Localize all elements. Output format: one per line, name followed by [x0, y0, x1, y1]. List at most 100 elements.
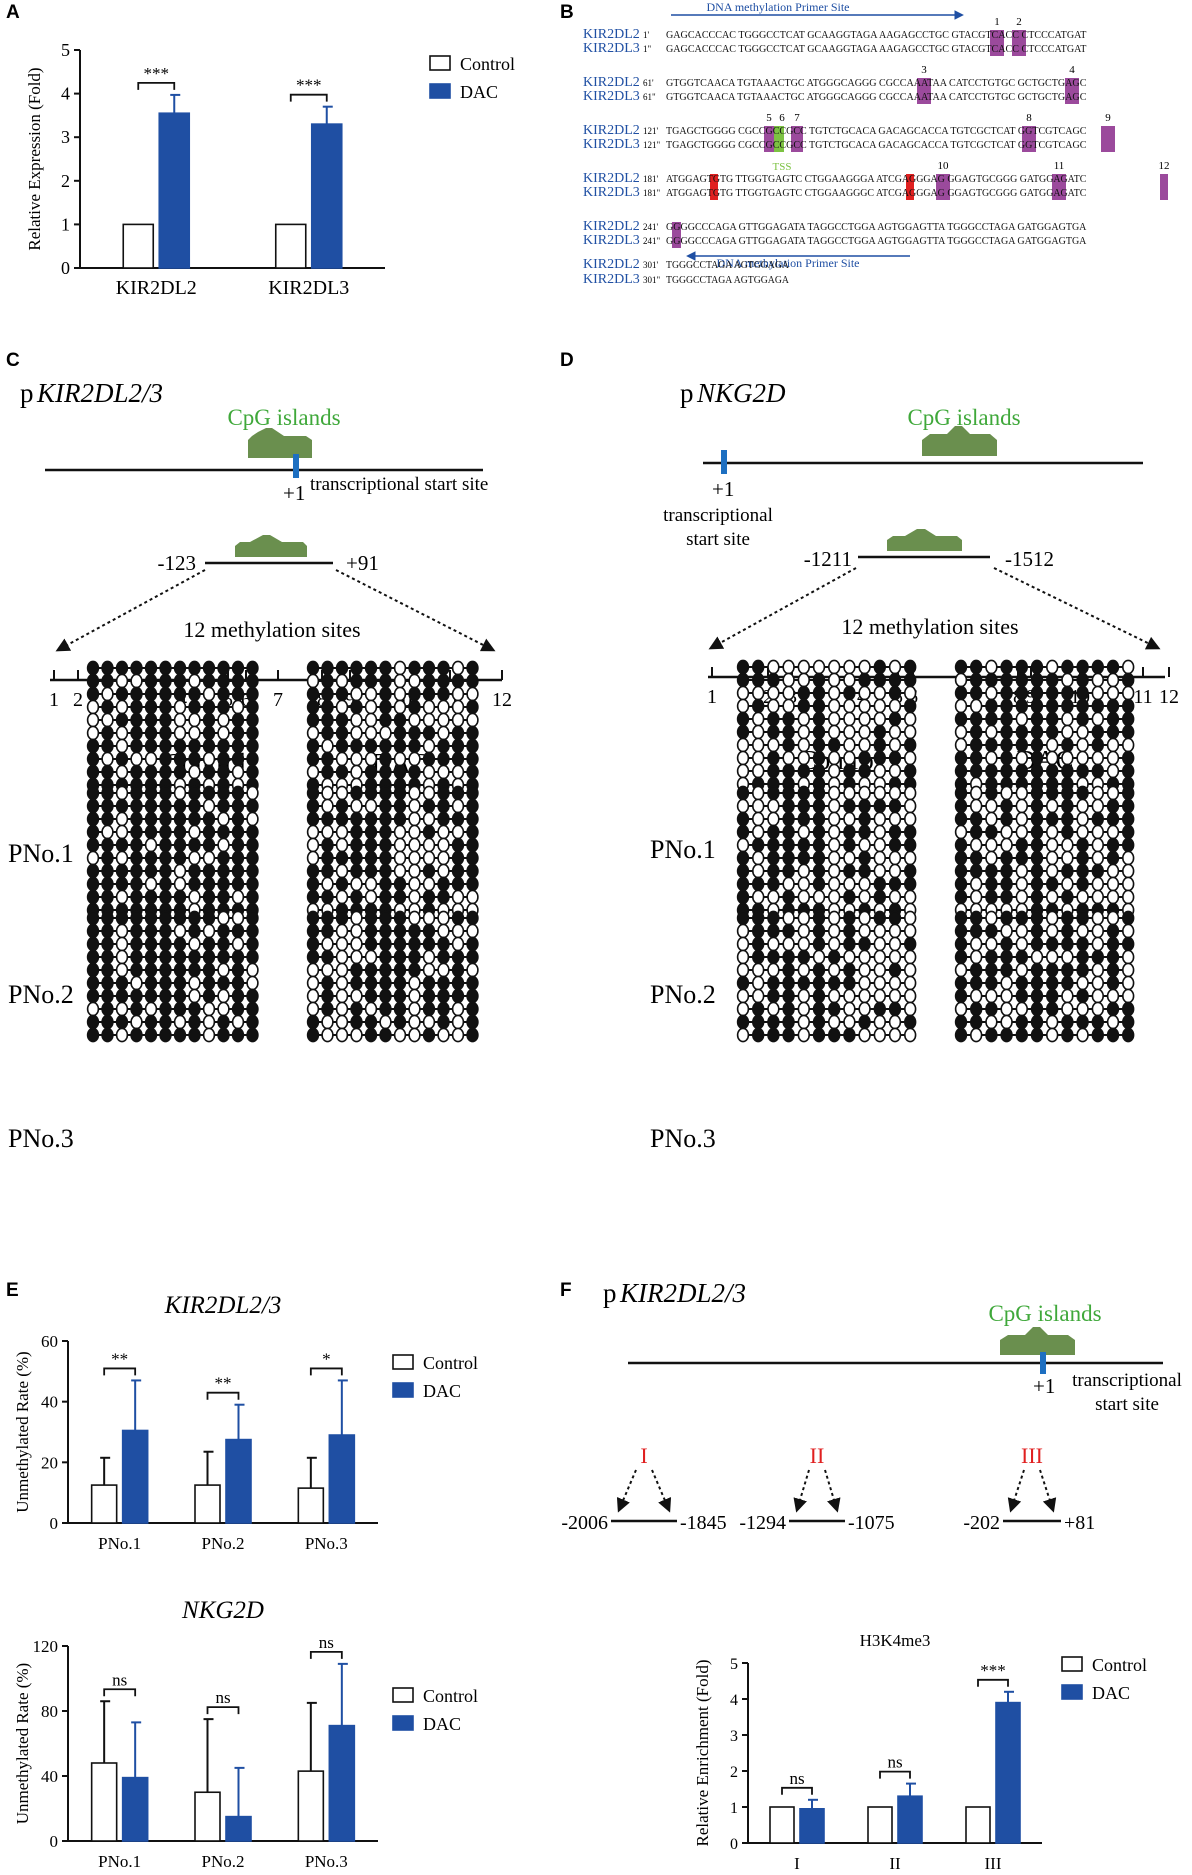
d-control-p3-unmethylated-site	[888, 1027, 902, 1043]
c-dac-p1-unmethylated-site	[364, 725, 378, 741]
y-tick-label: 40	[41, 1767, 58, 1786]
c-control-p3-methylated-site	[188, 1001, 201, 1017]
c-control-p3-methylated-site	[173, 962, 187, 978]
d-control-p2-methylated-site	[736, 863, 750, 879]
d-control-p1-unmethylated-site	[873, 711, 886, 727]
d-control-p3-unmethylated-site	[797, 910, 810, 926]
c-dac-p3-methylated-site	[466, 975, 479, 991]
c-control-p2-unmethylated-site	[188, 850, 201, 866]
panel-c-patient-1: PNo.1	[8, 839, 74, 868]
d-dac-p3-methylated-site	[1061, 936, 1074, 952]
c-dac-p1-unmethylated-site	[393, 660, 407, 676]
d-dac-p1-unmethylated-site	[1061, 711, 1074, 727]
d-dac-p2-methylated-site	[954, 889, 968, 905]
c-control-p1-methylated-site	[231, 738, 245, 754]
y-axis-label: Unmethylated Rate (%)	[13, 1351, 32, 1512]
nkg2d-promoter-panel: p NKG2D CpG islands +1 transcriptional s…	[650, 378, 1179, 1153]
c-dac-p2-methylated-site	[350, 850, 363, 866]
d-control-p2-methylated-site	[782, 824, 795, 840]
d-control-p2-unmethylated-site	[903, 811, 917, 827]
d-dac-p2-methylated-site	[1061, 863, 1074, 879]
c-dac-p2-methylated-site	[364, 850, 378, 866]
c-dac-p3-unmethylated-site	[335, 936, 349, 952]
d-control-p2-methylated-site	[797, 837, 810, 853]
c-control-p2-methylated-site	[173, 889, 187, 905]
y-tick-label: 5	[730, 1656, 738, 1673]
legend-label-control: Control	[423, 1353, 478, 1373]
d-control-p1-unmethylated-site	[843, 724, 856, 740]
d-dac-p2-unmethylated-site	[1045, 889, 1059, 905]
c-control-p1-methylated-site	[86, 673, 100, 689]
d-control-p2-methylated-site	[797, 850, 810, 866]
d-dac-p2-methylated-site	[985, 876, 998, 892]
d-control-p2-unmethylated-site	[767, 811, 780, 827]
c-control-p1-methylated-site	[101, 738, 114, 754]
d-control-p2-unmethylated-site	[797, 889, 810, 905]
d-control-p2-unmethylated-site	[767, 798, 780, 814]
c-control-p3-methylated-site	[101, 1014, 114, 1030]
c-control-p1-unmethylated-site	[188, 712, 201, 728]
c-dac-p3-unmethylated-site	[321, 962, 334, 978]
c-control-p3-methylated-site	[188, 962, 201, 978]
c-dac-p3-methylated-site	[408, 949, 421, 965]
c-control-p2-methylated-site	[101, 850, 114, 866]
c-dac-p2-unmethylated-site	[408, 876, 421, 892]
region-arrow-right	[824, 1469, 841, 1513]
c-control-p1-methylated-site	[202, 764, 216, 780]
c-dac-p3-methylated-site	[422, 923, 436, 939]
c-dac-p2-unmethylated-site	[321, 798, 334, 814]
c-dac-p2-methylated-site	[393, 785, 407, 801]
panel-f-tss-label-1: transcriptional	[1072, 1370, 1182, 1391]
c-control-p3-unmethylated-site	[202, 1001, 216, 1017]
c-control-p1-unmethylated-site	[86, 725, 100, 741]
significance-label: ***	[144, 64, 170, 83]
c-control-p2-methylated-site	[86, 863, 100, 879]
d-dac-p1-unmethylated-site	[1076, 724, 1089, 740]
d-control-p1-unmethylated-site	[873, 763, 886, 779]
cpg-highlight	[1160, 174, 1168, 200]
c-control-p1-unmethylated-site	[217, 712, 230, 728]
d-dac-p1-methylated-site	[954, 685, 968, 701]
c-control-p3-methylated-site	[188, 949, 201, 965]
c-control-p1-methylated-site	[202, 712, 216, 728]
sequence-position: 1"	[643, 44, 652, 54]
c-control-p2-methylated-site	[231, 837, 245, 853]
d-control-p2-unmethylated-site	[873, 811, 886, 827]
bar-dac	[158, 112, 191, 269]
c-control-p3-unmethylated-site	[115, 962, 129, 978]
d-control-p1-unmethylated-site	[782, 750, 795, 766]
c-control-p3-methylated-site	[246, 1001, 259, 1017]
d-dac-p2-unmethylated-site	[1015, 811, 1028, 827]
c-dac-p3-unmethylated-site	[451, 923, 465, 939]
d-dac-p1-methylated-site	[1000, 724, 1013, 740]
panel-d-cpg-label: CpG islands	[907, 405, 1020, 430]
d-dac-p3-unmethylated-site	[1106, 988, 1120, 1004]
cpg-highlight	[990, 30, 1004, 56]
c-control-p3-methylated-site	[173, 949, 187, 965]
d-control-p3-methylated-site	[858, 936, 871, 952]
c-control-p3-unmethylated-site	[115, 923, 129, 939]
d-control-p2-unmethylated-site	[827, 785, 841, 801]
c-control-p2-methylated-site	[130, 889, 143, 905]
d-control-p3-methylated-site	[751, 949, 765, 965]
bar-control	[90, 1484, 118, 1524]
d-control-p1-unmethylated-site	[751, 685, 765, 701]
d-control-p3-unmethylated-site	[797, 936, 810, 952]
c-control-p1-methylated-site	[173, 764, 187, 780]
d-dac-p2-methylated-site	[1121, 837, 1135, 853]
sequence-text: ATGGAGTGTG TTGGTGAGTC CTGGAAGGGA ATCGAGG…	[666, 174, 1086, 185]
c-control-p3-methylated-site	[144, 975, 158, 991]
d-control-p3-unmethylated-site	[888, 949, 902, 965]
d-control-p1-unmethylated-site	[812, 659, 826, 675]
c-dac-p3-unmethylated-site	[466, 923, 479, 939]
d-control-p1-unmethylated-site	[751, 724, 765, 740]
c-control-p3-methylated-site	[86, 1027, 100, 1043]
d-dac-p2-methylated-site	[1000, 889, 1013, 905]
c-control-p1-methylated-site	[130, 725, 143, 741]
d-dac-p2-methylated-site	[954, 798, 968, 814]
cpg-island-shape-nkg2d	[922, 426, 997, 456]
d-dac-p2-methylated-site	[1030, 863, 1044, 879]
d-control-p2-unmethylated-site	[751, 850, 765, 866]
c-dac-p1-unmethylated-site	[393, 751, 407, 767]
region-start: -1294	[739, 1512, 786, 1534]
